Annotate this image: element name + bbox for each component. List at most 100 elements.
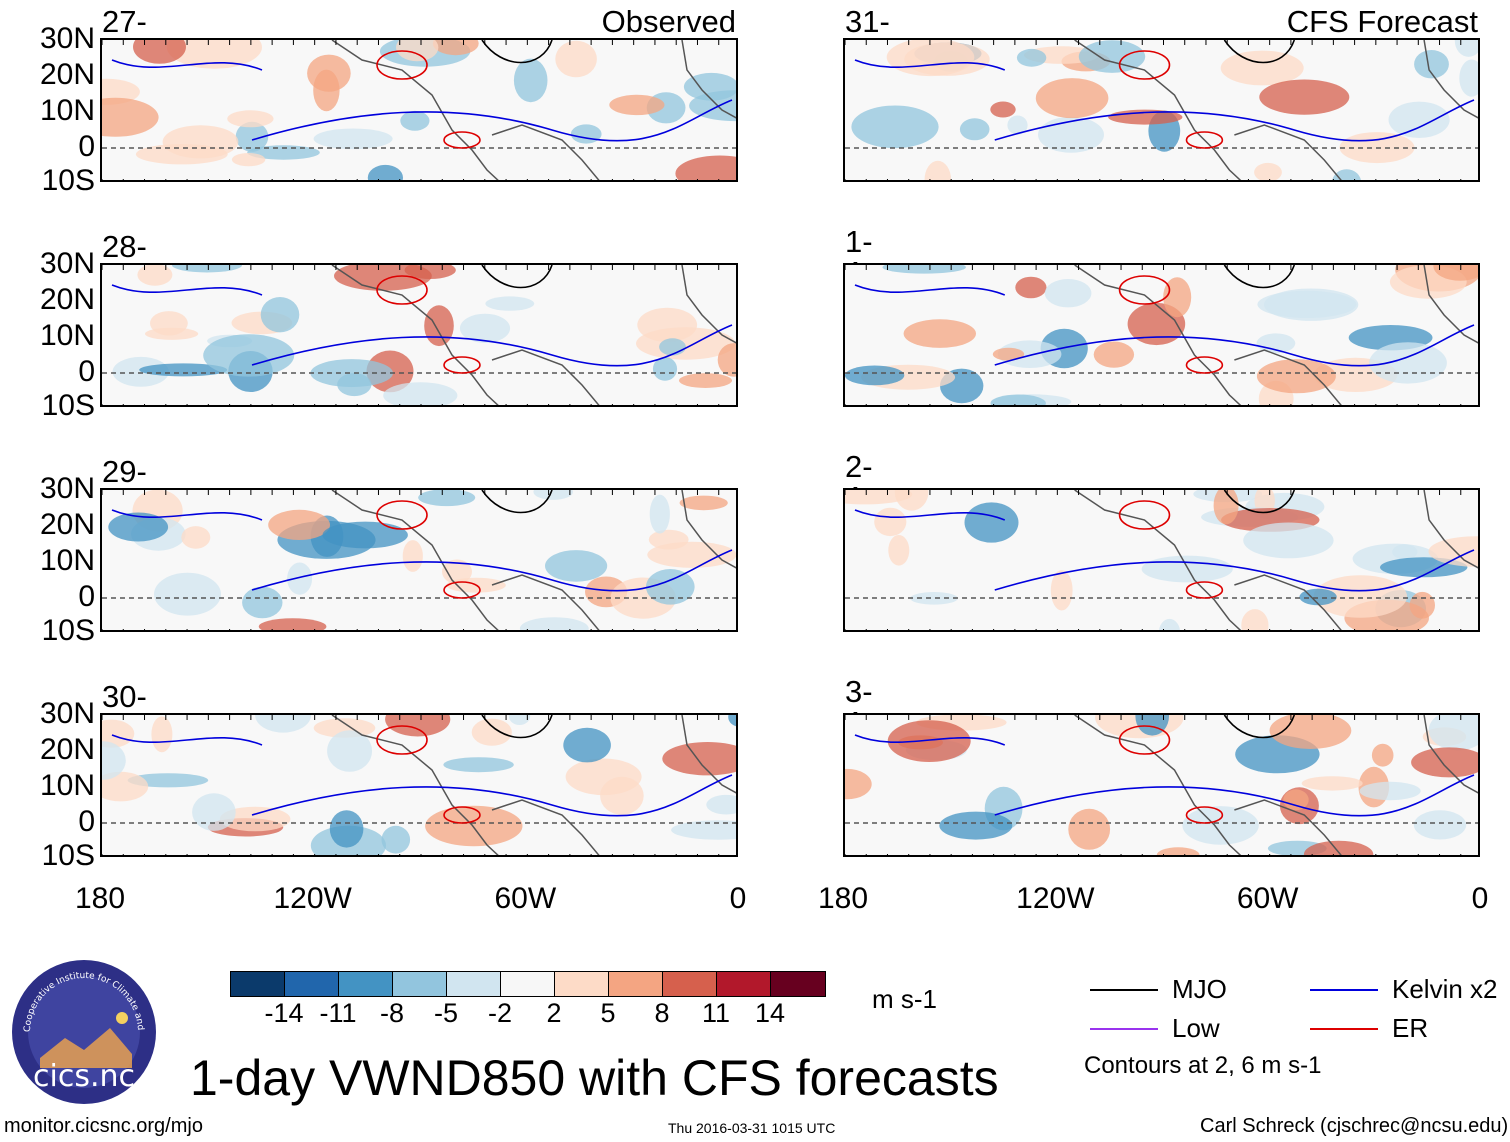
er-contour <box>1185 806 1224 824</box>
shading-blob <box>102 97 159 137</box>
shading-blob <box>990 101 1016 118</box>
shading-blob <box>442 559 472 584</box>
shading-blob <box>1303 840 1374 855</box>
coastline <box>1234 349 1342 405</box>
shading-blob <box>400 110 430 131</box>
er-contour <box>443 356 481 374</box>
colorbar-box <box>555 972 609 996</box>
legend-line-er <box>1310 1027 1378 1030</box>
shading-blob <box>112 356 169 387</box>
shading-blob <box>137 265 173 286</box>
colorbar-box <box>663 972 717 996</box>
coastline <box>681 40 736 119</box>
shading-blob <box>990 394 1046 405</box>
kelvin-contour <box>111 734 263 746</box>
map-forecast-3 <box>843 488 1480 632</box>
shading-blob <box>102 741 126 780</box>
map-forecast-1 <box>843 38 1480 182</box>
er-contour <box>376 500 428 530</box>
shading-blob <box>1411 747 1478 778</box>
lat-label: 10N <box>39 544 95 577</box>
shading-blob <box>662 742 736 776</box>
lat-label: 20N <box>39 733 95 766</box>
shading-blob <box>648 529 689 550</box>
colorbar-box <box>285 972 339 996</box>
map-observed-3 <box>100 488 738 632</box>
lat-label: 10S <box>41 389 95 422</box>
shading-blob <box>609 94 665 116</box>
kelvin-contour <box>111 509 263 521</box>
colorbar-box <box>771 972 825 996</box>
shading-blob <box>1038 116 1104 153</box>
kelvin-contour <box>251 324 733 367</box>
shading-blob <box>192 793 236 831</box>
shading-blob <box>533 490 573 500</box>
shading-blob <box>997 340 1062 368</box>
er-contour <box>443 131 481 149</box>
lon-label: 180 <box>817 882 869 915</box>
shading-blob <box>459 313 511 343</box>
er-contour <box>376 50 428 80</box>
colorbar-tick: 8 <box>654 998 670 1028</box>
shading-blob <box>1044 279 1092 308</box>
colorbar-tick: -11 <box>319 998 357 1028</box>
legend-label: Low <box>1172 1013 1220 1043</box>
shading-blob <box>133 40 186 64</box>
shading-blob <box>563 727 611 763</box>
lat-label: 30N <box>39 247 95 280</box>
shading-blob <box>845 768 872 800</box>
legend-label: Kelvin x2 <box>1392 974 1498 1004</box>
mjo-contour <box>481 265 553 289</box>
kelvin-contour <box>994 324 1475 367</box>
coastline <box>681 265 736 344</box>
shading-blob <box>1409 591 1435 619</box>
er-contour <box>1118 500 1171 530</box>
lat-label: 20N <box>39 283 95 316</box>
mjo-contour <box>1223 490 1296 514</box>
coastline <box>681 715 736 794</box>
lon-label: 180 <box>74 882 126 915</box>
legend-er: ER <box>1310 1013 1428 1044</box>
shading-blob <box>888 535 910 566</box>
shading-blob <box>1369 342 1447 384</box>
shading-blob <box>172 265 242 273</box>
shading-blob <box>1035 78 1109 119</box>
shading-blob <box>894 490 929 511</box>
shading-blob <box>307 54 351 92</box>
shading-blob <box>255 715 312 733</box>
shading-blob <box>203 334 295 377</box>
legend-line-kelvin <box>1310 988 1378 991</box>
kelvin-contour <box>111 284 263 296</box>
shading-blob <box>1257 290 1357 318</box>
shading-blob <box>717 343 736 377</box>
shading-blob <box>1135 715 1169 736</box>
forecast-label: CFS Forecast <box>1286 4 1478 39</box>
shading-blob <box>1163 277 1192 318</box>
shading-blob <box>1459 59 1478 97</box>
shading-blob <box>322 521 408 549</box>
lat-label: 30N <box>39 697 95 730</box>
shading-blob <box>1283 789 1309 811</box>
colorbar-tick: -14 <box>264 998 304 1028</box>
mjo-contour <box>481 715 553 739</box>
shading-blob <box>519 617 589 630</box>
footer-url[interactable]: monitor.cicsnc.org/mjo <box>4 1115 203 1137</box>
colorbar-tick: 5 <box>600 998 616 1028</box>
colorbar-box <box>393 972 447 996</box>
kelvin-contour <box>854 59 1006 71</box>
er-contour <box>1118 275 1171 305</box>
colorbar-box <box>447 972 501 996</box>
kelvin-contour <box>994 99 1475 142</box>
legend-low: Low <box>1090 1013 1220 1044</box>
shading-blob <box>679 495 728 511</box>
colorbar-box <box>609 972 663 996</box>
er-contour <box>1118 725 1171 755</box>
shading-blob <box>102 719 135 748</box>
shading-blob <box>327 730 373 772</box>
shading-blob <box>910 592 958 605</box>
shading-blob <box>367 164 403 180</box>
shading-blob <box>659 338 686 356</box>
shading-blob <box>851 105 939 149</box>
shading-blob <box>689 90 736 122</box>
shading-blob <box>1220 50 1304 86</box>
